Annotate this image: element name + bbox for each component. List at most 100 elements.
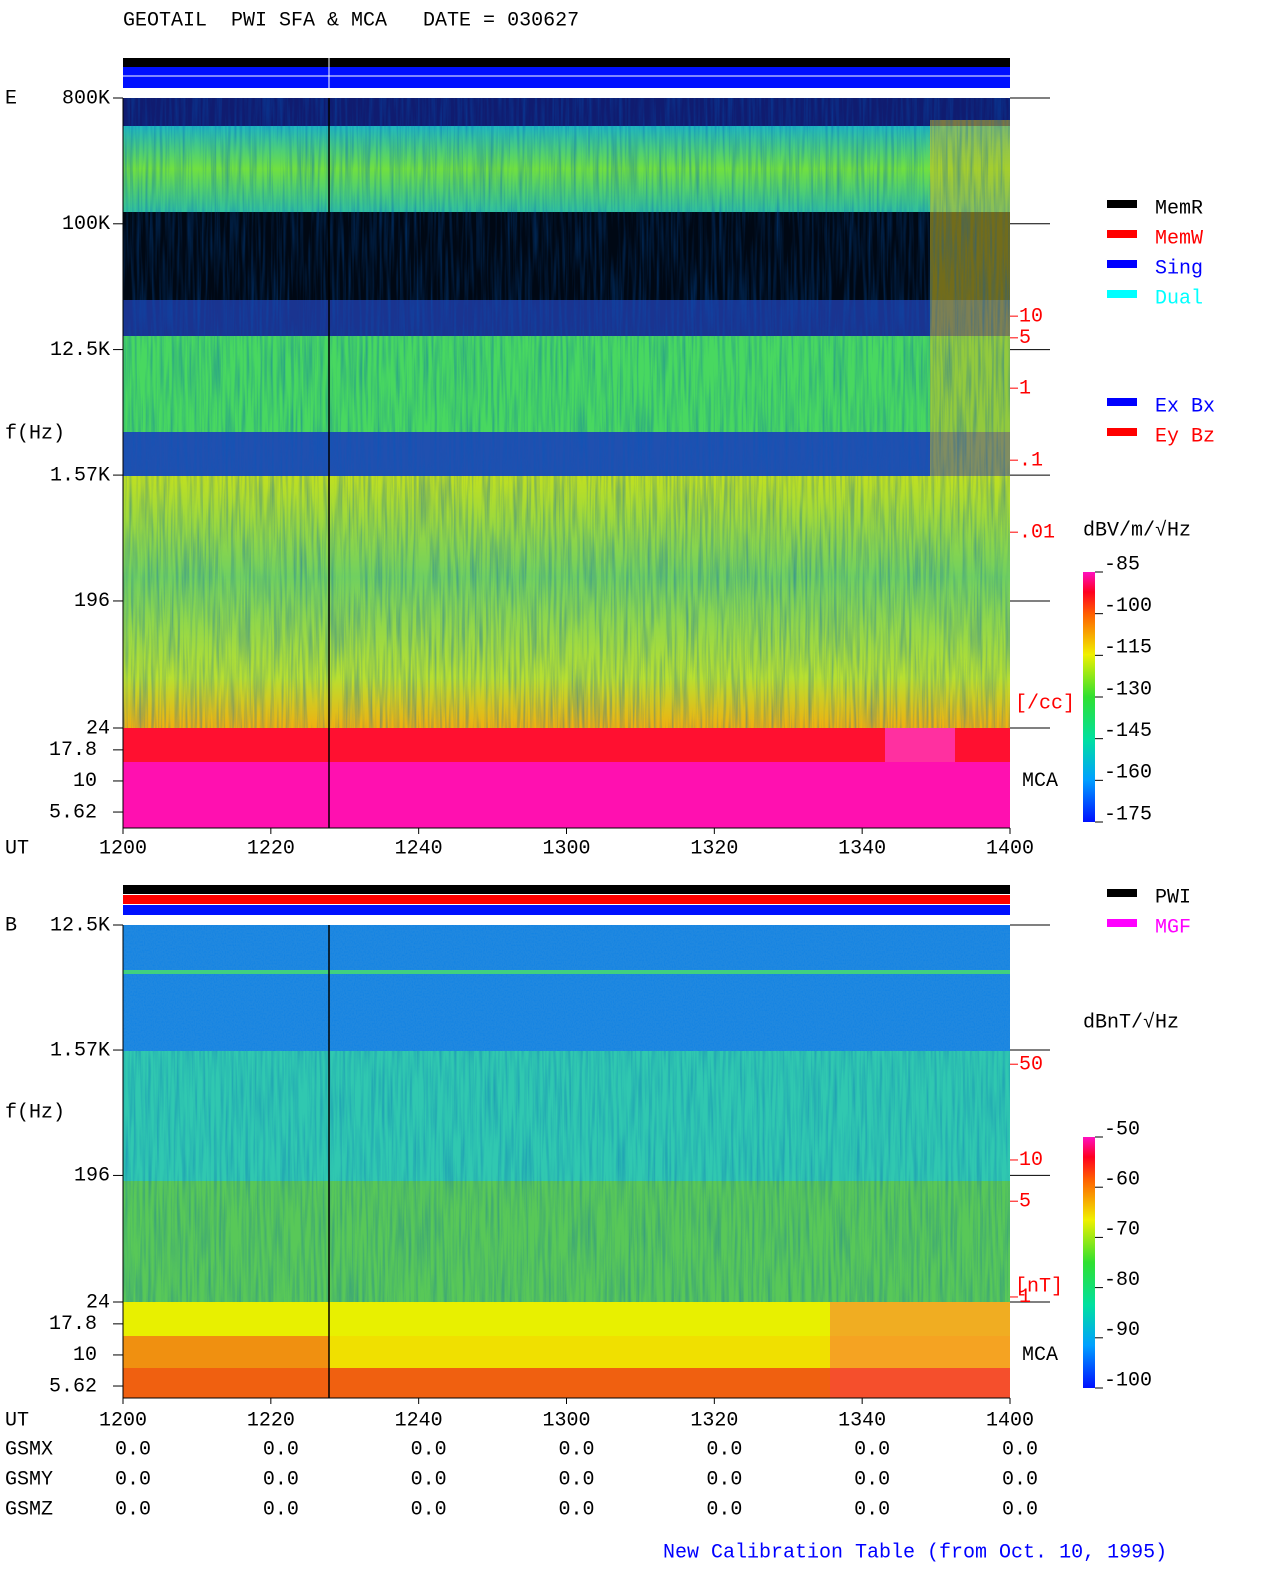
orbit-value: 0.0 xyxy=(558,1468,594,1491)
colorbar-tick-label: -100 xyxy=(1104,1369,1152,1392)
y2-axis-label: [/cc] xyxy=(1015,692,1075,715)
panel-name: E xyxy=(5,87,17,110)
orbit-value: 0.0 xyxy=(706,1468,742,1491)
legend-label: PWI xyxy=(1155,886,1191,909)
orbit-value: 0.0 xyxy=(706,1438,742,1461)
colorbar-label: dBV/m/√Hz xyxy=(1083,518,1191,542)
orbit-value: 0.0 xyxy=(1002,1438,1038,1461)
y-tick-label: 24 xyxy=(86,717,110,740)
orbit-value: 0.0 xyxy=(115,1498,151,1521)
y-axis-label: f(Hz) xyxy=(5,422,65,445)
mca-tick-label: 5.62 xyxy=(49,801,97,824)
y2-tick-label: 50 xyxy=(1019,1053,1043,1076)
legend-label: Sing xyxy=(1155,257,1203,280)
orbit-value: 0.0 xyxy=(263,1438,299,1461)
y-tick-label: 100K xyxy=(62,213,110,236)
orbit-value: 0.0 xyxy=(411,1438,447,1461)
x-tick-label: 1200 xyxy=(99,1409,147,1432)
x-tick-label: 1320 xyxy=(690,1409,738,1432)
colorbar-tick-label: -175 xyxy=(1104,803,1152,826)
y2-tick-label: 5 xyxy=(1019,327,1031,350)
chart-title: GEOTAIL PWI SFA & MCA DATE = 030627 xyxy=(123,9,579,32)
mca-tick-label: 17.8 xyxy=(49,739,97,762)
orbit-value: 0.0 xyxy=(854,1468,890,1491)
orbit-value: 0.0 xyxy=(1002,1468,1038,1491)
y-tick-label: 1.57K xyxy=(50,464,110,487)
colorbar-tick-label: -90 xyxy=(1104,1319,1140,1342)
x-axis-label: UT xyxy=(5,837,29,860)
colorbar-tick-label: -70 xyxy=(1104,1219,1140,1242)
orbit-value: 0.0 xyxy=(411,1498,447,1521)
x-tick-label: 1300 xyxy=(542,1409,590,1432)
x-tick-label: 1240 xyxy=(395,1409,443,1432)
y-tick-label: 800K xyxy=(62,87,110,110)
legend-label: MGF xyxy=(1155,916,1191,939)
x-tick-label: 1200 xyxy=(99,837,147,860)
x-axis-label: UT xyxy=(5,1409,29,1432)
y-tick-label: 196 xyxy=(74,590,110,613)
x-tick-label: 1340 xyxy=(838,1409,886,1432)
y-tick-label: 24 xyxy=(86,1291,110,1314)
panel-name: B xyxy=(5,914,17,937)
footer: New Calibration Table (from Oct. 10, 199… xyxy=(663,1541,1167,1564)
orbit-label: GSMY xyxy=(5,1468,53,1491)
colorbar-tick-label: -115 xyxy=(1104,637,1152,660)
x-tick-label: 1240 xyxy=(395,837,443,860)
legend-swatch xyxy=(1107,290,1137,298)
y2-tick-label: .1 xyxy=(1019,449,1043,472)
legend-label: MemW xyxy=(1155,227,1203,250)
colorbar xyxy=(1083,1137,1095,1388)
orbit-label: GSMZ xyxy=(5,1498,53,1521)
legend-swatch xyxy=(1107,919,1137,927)
orbit-value: 0.0 xyxy=(854,1498,890,1521)
legend-label: MemR xyxy=(1155,197,1203,220)
e-spectrogram xyxy=(123,98,1010,828)
colorbar-tick-label: -145 xyxy=(1104,720,1152,743)
x-tick-label: 1220 xyxy=(247,1409,295,1432)
y2-tick-label: .01 xyxy=(1019,521,1055,544)
colorbar-tick-label: -50 xyxy=(1104,1118,1140,1141)
mca-tick-label: 5.62 xyxy=(49,1375,97,1398)
x-tick-label: 1300 xyxy=(542,837,590,860)
legend-label: Ey Bz xyxy=(1155,425,1215,448)
orbit-value: 0.0 xyxy=(558,1498,594,1521)
colorbar-tick-label: -85 xyxy=(1104,553,1140,576)
mca-tick-label: 10 xyxy=(73,770,97,793)
legend-swatch xyxy=(1107,230,1137,238)
orbit-value: 0.0 xyxy=(706,1498,742,1521)
legend-swatch xyxy=(1107,889,1137,897)
colorbar-tick-label: -80 xyxy=(1104,1269,1140,1292)
y-tick-label: 1.57K xyxy=(50,1039,110,1062)
legend-swatch xyxy=(1107,260,1137,268)
colorbar-tick-label: -60 xyxy=(1104,1168,1140,1191)
x-tick-label: 1340 xyxy=(838,837,886,860)
y-tick-label: 196 xyxy=(74,1165,110,1188)
colorbar-tick-label: -100 xyxy=(1104,595,1152,618)
colorbar-tick-label: -130 xyxy=(1104,678,1152,701)
orbit-value: 0.0 xyxy=(1002,1498,1038,1521)
y2-axis-label: [nT] xyxy=(1015,1275,1063,1298)
legend-label: Ex Bx xyxy=(1155,395,1215,418)
legend-label: Dual xyxy=(1155,287,1203,310)
frame-lines xyxy=(122,98,330,1398)
mca-label: MCA xyxy=(1022,1344,1058,1367)
y2-tick-label: 1 xyxy=(1019,1286,1031,1309)
y-axis-label: f(Hz) xyxy=(5,1101,65,1124)
mca-tick-label: 10 xyxy=(73,1344,97,1367)
legend-swatch xyxy=(1107,398,1137,406)
orbit-value: 0.0 xyxy=(411,1468,447,1491)
mca-label: MCA xyxy=(1022,770,1058,793)
x-tick-label: 1400 xyxy=(986,837,1034,860)
b-spectrogram xyxy=(123,925,1010,1398)
y2-tick-label: 10 xyxy=(1019,305,1043,328)
y2-tick-label: 1 xyxy=(1019,377,1031,400)
y2-tick-label: 5 xyxy=(1019,1190,1031,1213)
colorbar-label: dBnT/√Hz xyxy=(1083,1010,1179,1034)
orbit-label: GSMX xyxy=(5,1438,53,1461)
orbit-value: 0.0 xyxy=(854,1438,890,1461)
x-tick-label: 1320 xyxy=(690,837,738,860)
orbit-value: 0.0 xyxy=(115,1468,151,1491)
y2-tick-label: 10 xyxy=(1019,1149,1043,1172)
legend-swatch xyxy=(1107,428,1137,436)
